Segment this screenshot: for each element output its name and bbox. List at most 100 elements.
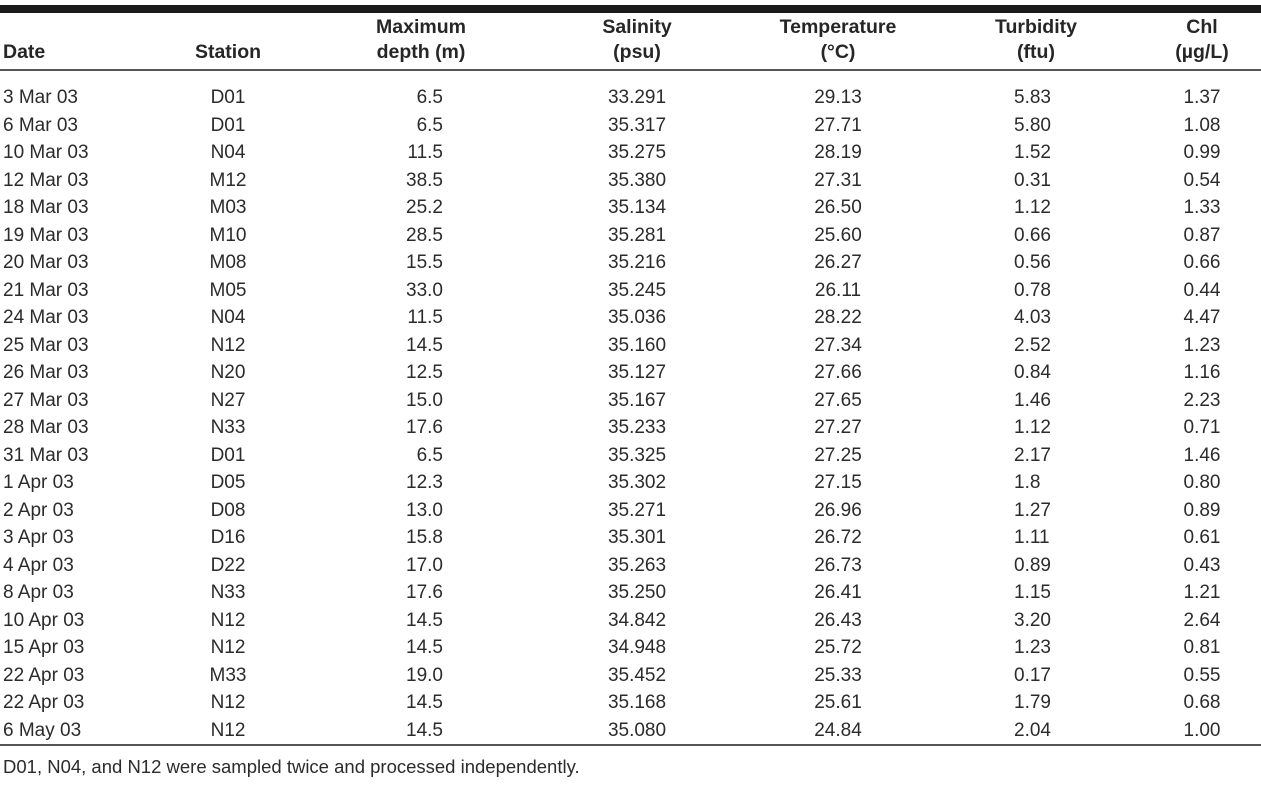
table-cell: 27 Mar 03 <box>3 389 89 411</box>
table-cell: 17.6 <box>301 579 541 607</box>
table-cell: 0.66 <box>1183 252 1221 273</box>
table-cell: 27.65 <box>814 389 862 411</box>
table-cell: 15 Apr 03 <box>3 637 85 658</box>
table-cell: 26.72 <box>814 527 862 548</box>
table-cell: 0.66 <box>943 222 1129 250</box>
cell-value: 14.5 <box>406 609 443 631</box>
table-cell: M05 <box>209 279 247 301</box>
table-cell: 0.87 <box>1183 224 1221 246</box>
table-cell: 35.245 <box>607 279 667 301</box>
cell-value: 1.12 <box>1014 417 1051 438</box>
cell-value: 1.46 <box>1014 389 1051 411</box>
cell-value: 15.8 <box>406 527 443 548</box>
table-cell: 25.2 <box>301 194 541 222</box>
table-cell: M33 <box>209 664 247 686</box>
table-cell: 18 Mar 03 <box>3 197 89 218</box>
table-cell: 33.291 <box>607 87 667 108</box>
table-cell: 28.19 <box>814 142 862 163</box>
cell-value: 2.17 <box>1014 444 1051 466</box>
table-cell: 1.8 <box>943 469 1129 497</box>
cell-value: 15.5 <box>406 252 443 273</box>
cell-value: 15.0 <box>406 389 443 411</box>
cell-value: 6.5 <box>416 87 443 108</box>
cell-value: 4.03 <box>1014 307 1051 328</box>
table-cell: 6 Mar 03 <box>3 114 78 136</box>
cell-value: 6.5 <box>416 114 443 136</box>
column-header-salinity: Salinity (psu) <box>541 13 733 71</box>
table-cell: 35.036 <box>607 307 667 328</box>
table-cell: 35.250 <box>607 582 667 603</box>
cell-value: 19.0 <box>406 664 443 686</box>
table-cell: 1.33 <box>1183 197 1221 218</box>
table-cell: 1.15 <box>943 579 1129 607</box>
table-cell: D16 <box>210 527 246 548</box>
table-cell: 28.5 <box>301 222 541 250</box>
table-cell: D05 <box>210 472 246 493</box>
table-cell: 5.83 <box>943 70 1129 112</box>
column-header-station: Station <box>155 13 301 71</box>
table-row: 8 Apr 03 N33 17.6 35.250 26.41 1.15 1.21 <box>0 579 1261 607</box>
table-cell: 26.73 <box>814 554 862 576</box>
table-cell: 22 Apr 03 <box>3 664 85 686</box>
cell-value: 0.89 <box>1014 554 1051 576</box>
header-line2: (psu) <box>613 41 661 63</box>
cell-value: 0.78 <box>1014 279 1051 301</box>
table-cell: 35.160 <box>607 334 667 356</box>
table-cell: 0.99 <box>1183 142 1221 163</box>
table-row: 10 Apr 03 N12 14.5 34.842 26.43 3.20 2.64 <box>0 607 1261 635</box>
header-line1 <box>3 15 155 40</box>
table-cell: N12 <box>210 719 246 741</box>
table-cell: 25.72 <box>814 637 862 658</box>
table-row: 1 Apr 03 D05 12.3 35.302 27.15 1.8 0.80 <box>0 469 1261 497</box>
table-row: 28 Mar 03 N33 17.6 35.233 27.27 1.12 0.71 <box>0 414 1261 442</box>
cell-value: 0.66 <box>1014 224 1051 246</box>
header-line2: Date <box>3 41 46 63</box>
cell-value: 1.15 <box>1014 582 1051 603</box>
table-cell: 1.46 <box>1183 444 1221 466</box>
sampling-data-table: Date Station Maximum depth (m) Salinity … <box>0 13 1261 746</box>
cell-value: 14.5 <box>406 719 443 741</box>
table-cell: 26.43 <box>814 609 862 631</box>
table-cell: 29.13 <box>814 87 862 108</box>
table-cell: 15.0 <box>301 387 541 415</box>
table-row: 19 Mar 03 M10 28.5 35.281 25.60 0.66 0.87 <box>0 222 1261 250</box>
cell-value: 13.0 <box>406 499 443 521</box>
table-cell: 35.263 <box>607 554 667 576</box>
table-cell: 27.31 <box>814 169 862 191</box>
table-cell: 26.96 <box>814 499 862 521</box>
table-cell: 0.17 <box>943 662 1129 690</box>
table-cell: 2.23 <box>1183 389 1221 411</box>
header-line1: Salinity <box>602 16 672 38</box>
cell-value: 5.80 <box>1014 114 1051 136</box>
table-cell: 13.0 <box>301 497 541 525</box>
table-cell: 1.12 <box>943 414 1129 442</box>
table-cell: 35.301 <box>607 527 667 548</box>
table-cell: 25.60 <box>814 224 862 246</box>
column-header-date: Date <box>0 13 155 71</box>
table-row: 3 Mar 03 D01 6.5 33.291 29.13 5.83 1.37 <box>0 70 1261 112</box>
cell-value: 11.5 <box>407 142 443 163</box>
table-cell: 6.5 <box>301 70 541 112</box>
table-cell: 11.5 <box>301 304 541 332</box>
table-cell: N12 <box>210 637 246 658</box>
table-cell: 0.78 <box>943 277 1129 305</box>
table-cell: N27 <box>210 389 246 411</box>
cell-value: 14.5 <box>406 334 443 356</box>
cell-value: 0.31 <box>1014 169 1051 191</box>
header-line1 <box>155 15 301 40</box>
table-cell: 25.33 <box>814 664 862 686</box>
table-row: 31 Mar 03 D01 6.5 35.325 27.25 2.17 1.46 <box>0 442 1261 470</box>
table-cell: D22 <box>210 554 246 576</box>
table-cell: 2 Apr 03 <box>3 499 74 521</box>
cell-value: 0.56 <box>1014 252 1051 273</box>
table-cell: 0.61 <box>1183 527 1221 548</box>
header-row: Date Station Maximum depth (m) Salinity … <box>0 13 1261 71</box>
cell-value: 38.5 <box>406 169 443 191</box>
cell-value: 12.5 <box>406 362 443 383</box>
table-cell: 28 Mar 03 <box>3 417 89 438</box>
table-cell: 3 Mar 03 <box>3 87 78 108</box>
table-row: 21 Mar 03 M05 33.0 35.245 26.11 0.78 0.44 <box>0 277 1261 305</box>
table-cell: N12 <box>210 609 246 631</box>
column-header-temperature: Temperature (°C) <box>733 13 943 71</box>
table-cell: 1.23 <box>1183 334 1221 356</box>
